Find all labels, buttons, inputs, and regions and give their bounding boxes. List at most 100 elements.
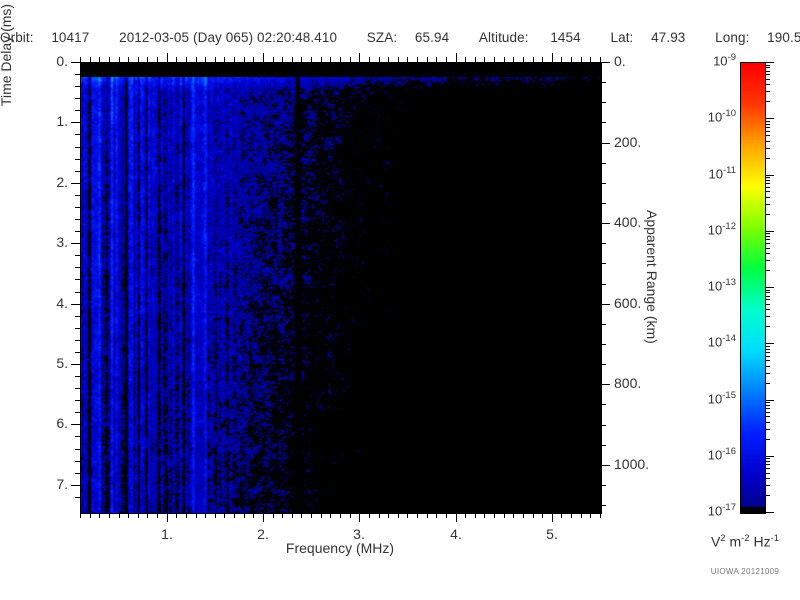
colorbar-minor-tick bbox=[765, 65, 770, 66]
y-left-minor-tick bbox=[75, 497, 80, 498]
y-right-minor-tick bbox=[601, 324, 606, 325]
colorbar-tick-exponent: -12 bbox=[722, 221, 736, 232]
x-minor-tick-top bbox=[581, 57, 582, 62]
producer-credit: UIOWA 20121009 bbox=[710, 567, 780, 576]
x-minor-tick bbox=[244, 513, 245, 518]
colorbar-minor-tick bbox=[765, 408, 770, 409]
y-right-minor-tick bbox=[601, 203, 606, 204]
colorbar-tick-mantissa: 10 bbox=[707, 222, 723, 238]
x-minor-tick-top bbox=[340, 57, 341, 62]
y-left-minor-tick bbox=[75, 436, 80, 437]
colorbar-tick-exponent: -13 bbox=[722, 277, 736, 288]
colorbar-tick-exponent: -14 bbox=[722, 333, 736, 344]
colorbar-tick-exponent: -17 bbox=[722, 502, 736, 513]
x-minor-tick bbox=[205, 513, 206, 518]
colorbar-unit-label: V2 m-2 Hz-1 bbox=[690, 533, 800, 550]
y-left-minor-tick bbox=[75, 219, 80, 220]
y-right-minor-tick bbox=[601, 364, 606, 365]
x-tick-label: 2. bbox=[257, 526, 269, 542]
y-left-minor-tick bbox=[75, 110, 80, 111]
x-major-tick bbox=[263, 513, 264, 522]
altitude-label: Altitude: bbox=[478, 30, 529, 45]
x-minor-tick bbox=[147, 513, 148, 518]
colorbar-minor-tick bbox=[765, 356, 770, 357]
x-minor-tick bbox=[600, 513, 601, 518]
x-minor-tick bbox=[224, 513, 225, 518]
colorbar-major-tick bbox=[765, 343, 774, 344]
x-axis-title: Frequency (MHz) bbox=[285, 540, 395, 556]
y-left-minor-tick bbox=[75, 231, 80, 232]
x-minor-tick-top bbox=[436, 57, 437, 62]
x-minor-tick bbox=[157, 513, 158, 518]
unit-m: m bbox=[729, 533, 742, 550]
colorbar-minor-tick bbox=[765, 197, 770, 198]
colorbar-minor-tick bbox=[765, 383, 770, 384]
unit-v-exponent: 2 bbox=[720, 533, 726, 544]
y-right-minor-tick bbox=[601, 505, 606, 506]
colorbar-tick-mantissa: 10 bbox=[707, 334, 723, 350]
colorbar-minor-tick bbox=[765, 316, 770, 317]
colorbar-minor-tick bbox=[765, 360, 770, 361]
y-left-minor-tick bbox=[75, 195, 80, 196]
colorbar-minor-tick bbox=[765, 71, 770, 72]
x-minor-tick-top bbox=[186, 57, 187, 62]
x-minor-tick bbox=[475, 513, 476, 518]
x-minor-tick bbox=[128, 513, 129, 518]
y-right-tick-label: 600. bbox=[614, 295, 642, 311]
x-minor-tick bbox=[330, 513, 331, 518]
long-value: 190.52 bbox=[767, 30, 800, 45]
colorbar-minor-tick bbox=[765, 236, 770, 237]
x-minor-tick bbox=[90, 513, 91, 518]
colorbar-minor-tick bbox=[765, 439, 770, 440]
y-left-minor-tick bbox=[75, 134, 80, 135]
x-minor-tick-top bbox=[513, 57, 514, 62]
x-tick-label: 4. bbox=[450, 526, 462, 542]
colorbar-tick-label: 10-15 bbox=[684, 390, 736, 406]
x-minor-tick-top bbox=[484, 57, 485, 62]
x-minor-tick-top bbox=[176, 57, 177, 62]
colorbar-minor-tick bbox=[765, 243, 770, 244]
colorbar-tick-label: 10-9 bbox=[684, 52, 736, 68]
colorbar-tick-exponent: -9 bbox=[727, 52, 736, 63]
x-minor-tick bbox=[388, 513, 389, 518]
x-minor-tick-top bbox=[533, 57, 534, 62]
y-left-tick-label: 1. bbox=[56, 113, 68, 129]
colorbar-minor-tick bbox=[765, 373, 770, 374]
colorbar-minor-tick bbox=[765, 326, 770, 327]
colorbar-tick-exponent: -15 bbox=[722, 390, 736, 401]
colorbar-minor-tick bbox=[765, 429, 770, 430]
y-left-minor-tick bbox=[75, 412, 80, 413]
x-tick-label: 5. bbox=[546, 526, 558, 542]
y-right-major-tick bbox=[601, 384, 610, 385]
y-right-minor-tick bbox=[601, 122, 606, 123]
x-minor-tick-top bbox=[330, 57, 331, 62]
colorbar-gradient bbox=[741, 63, 765, 513]
x-minor-tick bbox=[590, 513, 591, 518]
colorbar-minor-tick bbox=[765, 352, 770, 353]
colorbar-minor-tick bbox=[765, 402, 770, 403]
sza-label: SZA: bbox=[366, 30, 398, 45]
colorbar-minor-tick bbox=[765, 158, 770, 159]
colorbar-tick-exponent: -10 bbox=[722, 108, 736, 119]
lat-label: Lat: bbox=[610, 30, 634, 45]
y-right-major-tick bbox=[601, 465, 610, 466]
x-minor-tick-top bbox=[311, 57, 312, 62]
colorbar-major-tick bbox=[765, 175, 774, 176]
x-minor-tick bbox=[542, 513, 543, 518]
y-left-tick-label: 5. bbox=[56, 355, 68, 371]
sza-value: 65.94 bbox=[414, 30, 450, 45]
colorbar-tick-label: 10-13 bbox=[684, 277, 736, 293]
x-minor-tick-top bbox=[109, 57, 110, 62]
colorbar-minor-tick bbox=[765, 495, 770, 496]
colorbar-minor-tick bbox=[765, 233, 770, 234]
y-left-tick-label: 0. bbox=[56, 53, 68, 69]
x-minor-tick-top bbox=[417, 57, 418, 62]
x-minor-tick-top bbox=[80, 57, 81, 62]
colorbar-tick-mantissa: 10 bbox=[707, 447, 723, 463]
y-left-major-tick bbox=[71, 183, 80, 184]
x-minor-tick-top bbox=[321, 57, 322, 62]
colorbar-tick-exponent: -11 bbox=[722, 165, 736, 176]
x-minor-tick bbox=[398, 513, 399, 518]
colorbar-major-tick bbox=[765, 287, 774, 288]
colorbar-tick-mantissa: 10 bbox=[707, 503, 723, 519]
